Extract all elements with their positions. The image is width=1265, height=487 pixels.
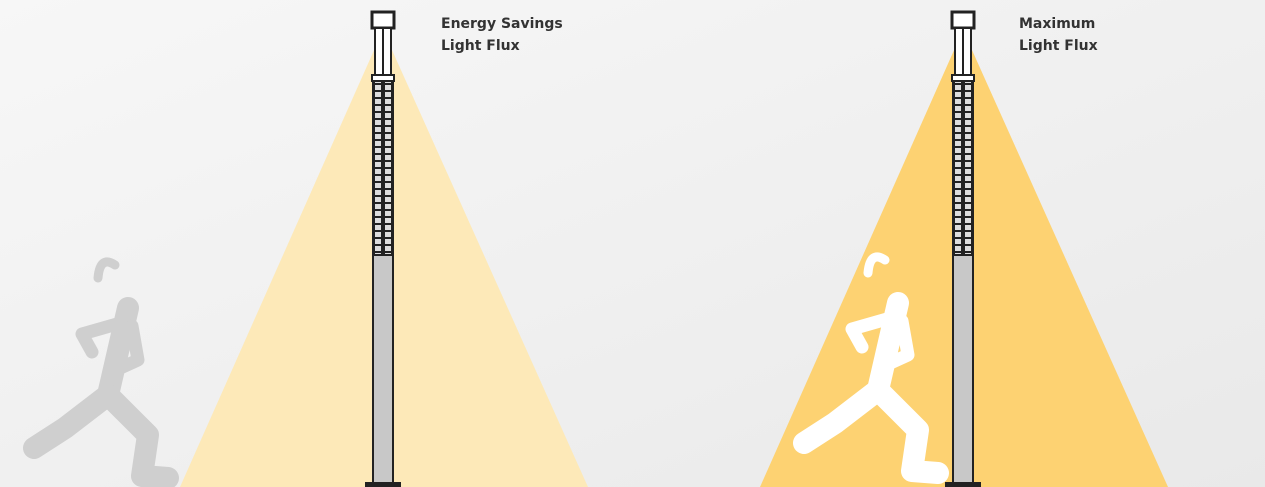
label-line: Light Flux [441, 38, 520, 54]
label-line: Maximum [1019, 16, 1095, 32]
label-line: Energy Savings [441, 16, 563, 32]
label-line: Light Flux [1019, 38, 1098, 54]
